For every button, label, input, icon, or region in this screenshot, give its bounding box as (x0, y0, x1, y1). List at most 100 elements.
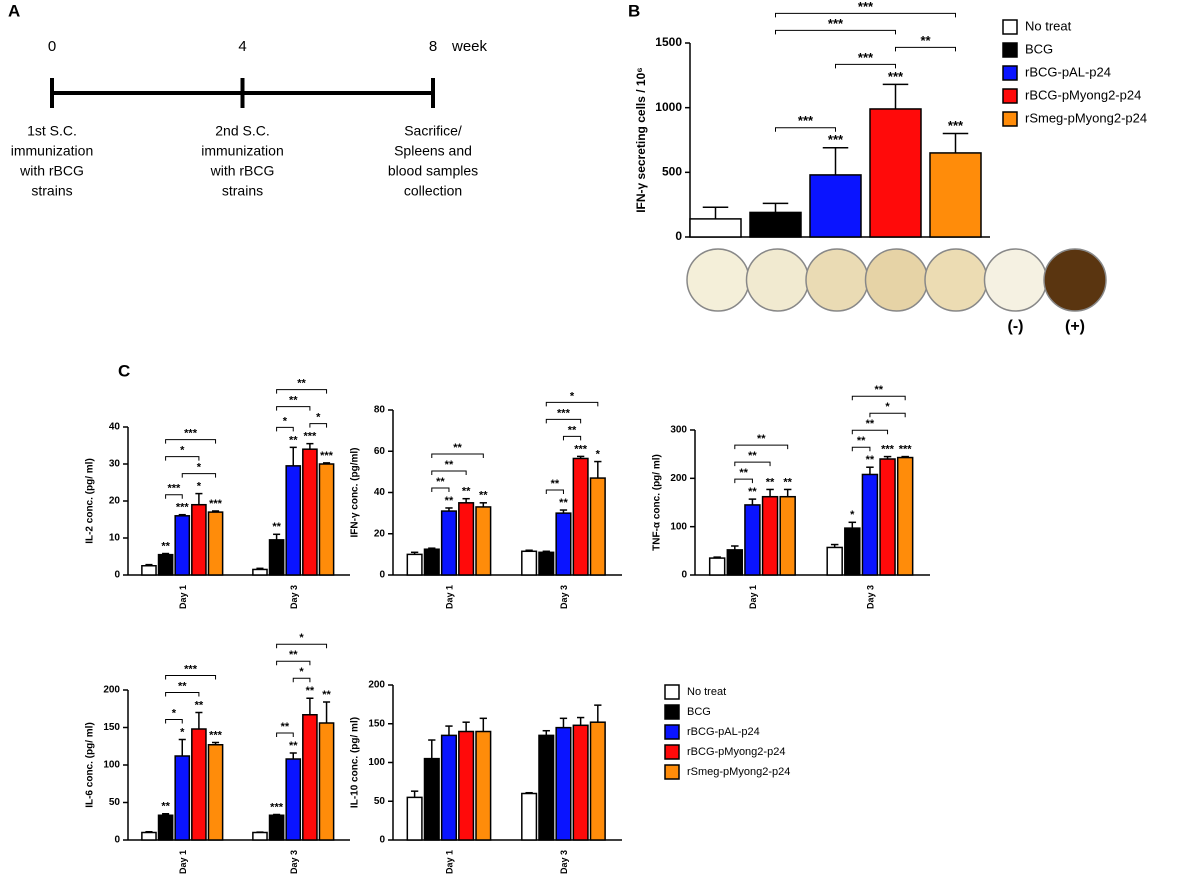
bracket-label: ** (920, 33, 931, 48)
bar (879, 458, 896, 576)
bar (896, 456, 914, 576)
bar (174, 755, 191, 841)
y-tick-label: 200 (103, 685, 120, 696)
y-tick-label: 0 (114, 835, 120, 846)
bar (458, 730, 475, 841)
y-tick-label: 0 (675, 229, 682, 243)
bar (861, 473, 879, 576)
bar (749, 211, 802, 238)
bracket (895, 46, 956, 52)
bar (555, 726, 572, 841)
bar (589, 721, 606, 841)
significance-label: *** (828, 132, 844, 147)
bar (157, 553, 174, 576)
legend-label: rBCG-pAL-p24 (687, 726, 760, 738)
legend-label: rSmeg-pMyong2-p24 (687, 766, 790, 778)
bracket-label: * (299, 632, 304, 644)
significance-label: ** (289, 434, 298, 446)
bracket (276, 406, 311, 411)
bracket (734, 461, 771, 467)
y-tick-label: 100 (670, 521, 687, 532)
bar (318, 463, 335, 576)
x-tick-label: Day 3 (866, 585, 876, 609)
bar (423, 757, 440, 841)
legend-label: rBCG-pMyong2-p24 (1025, 87, 1141, 102)
bar (440, 510, 458, 576)
bar (555, 512, 572, 576)
y-tick-label: 50 (109, 797, 121, 808)
significance-label: *** (270, 801, 284, 813)
bracket-label: ** (551, 478, 560, 490)
significance-label: ** (766, 476, 775, 488)
elispot-well (686, 248, 750, 312)
elispot-well (1043, 248, 1107, 312)
y-tick-label: 40 (374, 487, 386, 498)
bracket (851, 395, 906, 401)
y-tick-label: 0 (681, 570, 687, 581)
significance-label: * (596, 448, 601, 460)
significance-label: *** (888, 69, 904, 84)
y-axis-label: IL-6 conc. (pg/ ml) (85, 722, 96, 808)
bar (761, 495, 779, 576)
bracket-label: ** (436, 476, 445, 488)
y-axis-label: TNF-α conc. (pg/ ml) (652, 454, 663, 551)
significance-label: *** (574, 443, 588, 455)
legend-swatch (1002, 19, 1018, 35)
bracket-label: * (299, 666, 304, 678)
event-label: strains (222, 183, 263, 199)
legend-label: No treat (1025, 18, 1072, 33)
bracket-label: ** (445, 459, 454, 471)
significance-label: ** (272, 521, 281, 533)
bracket-label: *** (168, 483, 182, 495)
significance-label: * (850, 509, 855, 521)
y-axis-label: IFN-γ secreting cells / 10⁶ (634, 67, 648, 213)
panel-label: A (8, 1, 20, 20)
significance-label: *** (948, 118, 964, 133)
bar (285, 465, 302, 576)
bar (406, 553, 423, 576)
significance-label: *** (881, 443, 895, 455)
bar (141, 831, 157, 841)
y-tick-label: 150 (103, 722, 120, 733)
bracket-label: ** (857, 435, 866, 447)
bracket (851, 429, 889, 435)
bar (521, 550, 538, 576)
elispot-well (983, 248, 1048, 312)
bar (252, 831, 268, 841)
bar (207, 744, 224, 841)
legend-swatch (1002, 88, 1018, 104)
y-tick-label: 20 (109, 496, 121, 507)
significance-label: ** (866, 454, 875, 466)
x-tick-label: Day 1 (445, 585, 455, 609)
bracket (545, 418, 582, 424)
bar (207, 511, 224, 576)
bar (302, 448, 318, 576)
bar (458, 502, 475, 576)
legend-swatch (664, 764, 680, 780)
bracket-label: *** (557, 407, 571, 419)
significance-label: ** (322, 689, 331, 701)
bracket-label: ** (297, 378, 306, 390)
event-label: Spleens and (394, 143, 472, 159)
y-tick-label: 200 (670, 473, 687, 484)
bracket (545, 401, 599, 407)
bar (779, 495, 796, 576)
event-label: collection (404, 183, 462, 199)
bar (744, 504, 761, 576)
significance-label: ** (559, 497, 568, 509)
significance-label: ** (161, 801, 170, 813)
bar (302, 714, 318, 841)
legend-label: BCG (687, 706, 711, 718)
bracket-label: ** (453, 442, 462, 454)
legend-swatch (1002, 42, 1018, 58)
legend-label: rSmeg-pMyong2-p24 (1025, 110, 1147, 125)
bracket-label: ** (289, 649, 298, 661)
bar (475, 730, 492, 841)
elispot-well (805, 248, 869, 312)
significance-label: * (197, 481, 202, 493)
bar (157, 814, 174, 841)
bar (572, 457, 589, 576)
x-tick-label: Day 1 (445, 850, 455, 874)
bracket-label: ** (748, 450, 757, 462)
